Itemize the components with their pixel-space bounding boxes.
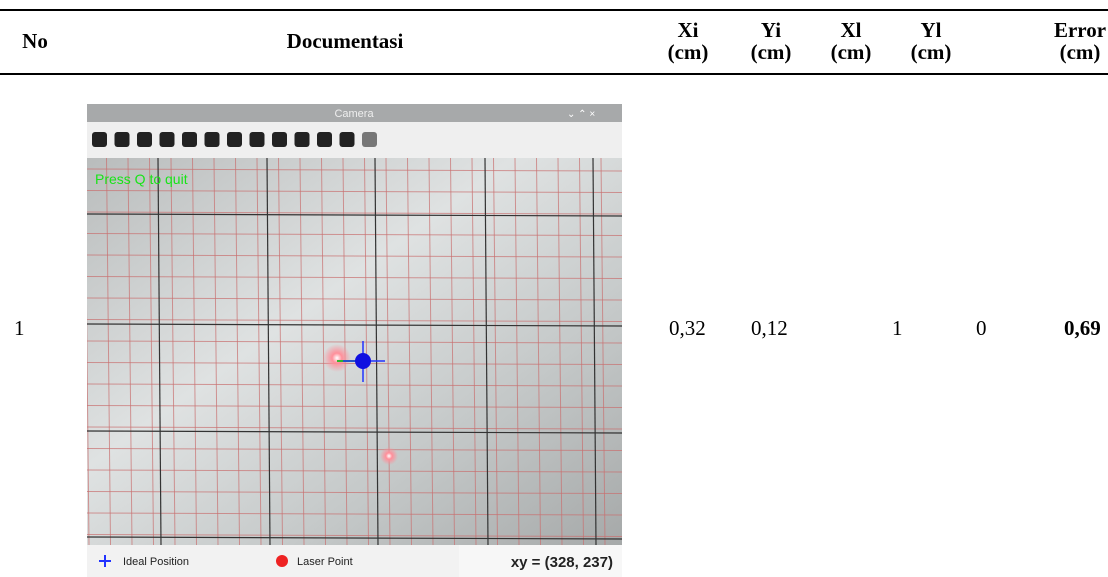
laser-glow [323, 344, 351, 372]
tool-button[interactable] [205, 132, 220, 147]
tool-button[interactable] [182, 132, 197, 147]
header-cell: Yl (cm) [905, 19, 957, 63]
tool-button[interactable] [115, 132, 130, 147]
cell: 0,32 [669, 316, 706, 341]
header-cell: Error (cm) [1052, 19, 1108, 63]
coordinates: xy = (328, 237) [511, 554, 613, 571]
laser-glow [380, 447, 398, 465]
legend-icon [276, 555, 288, 567]
overlay-text: Press Q to quit [95, 171, 188, 187]
header-rule [0, 73, 1108, 75]
tool-button[interactable] [340, 132, 355, 147]
ideal-point [355, 353, 371, 369]
window-controls[interactable]: ⌄ ⌃ × [567, 109, 595, 120]
tool-button[interactable] [227, 132, 242, 147]
legend-label: Laser Point [297, 556, 353, 568]
legend-label: Ideal Position [123, 556, 189, 568]
header-cell: Xi (cm) [662, 19, 714, 63]
tool-button[interactable] [160, 132, 175, 147]
tool-button[interactable] [295, 132, 310, 147]
cell: 0 [976, 316, 987, 341]
tool-button[interactable] [250, 132, 265, 147]
tool-button[interactable] [362, 132, 377, 147]
camera-screenshot: Camera ⌄ ⌃ × Press Q to quit Ideal Posit… [87, 104, 622, 577]
header-cell: No [10, 30, 60, 52]
tool-button[interactable] [137, 132, 152, 147]
tool-button[interactable] [317, 132, 332, 147]
page: No Documentasi Xi (cm) Yi (cm) Xl (cm) Y… [0, 0, 1108, 577]
header-cell: Xl (cm) [825, 19, 877, 63]
window-title: Camera [334, 108, 374, 120]
cell: 0,12 [751, 316, 788, 341]
cell: 1 [892, 316, 903, 341]
header-cell: Documentasi [230, 30, 460, 52]
top-rule [0, 9, 1108, 11]
tool-button[interactable] [272, 132, 287, 147]
header-cell: Yi (cm) [745, 19, 797, 63]
cell: 1 [14, 316, 25, 341]
cell: 0,69 [1064, 316, 1101, 341]
tool-button[interactable] [92, 132, 107, 147]
